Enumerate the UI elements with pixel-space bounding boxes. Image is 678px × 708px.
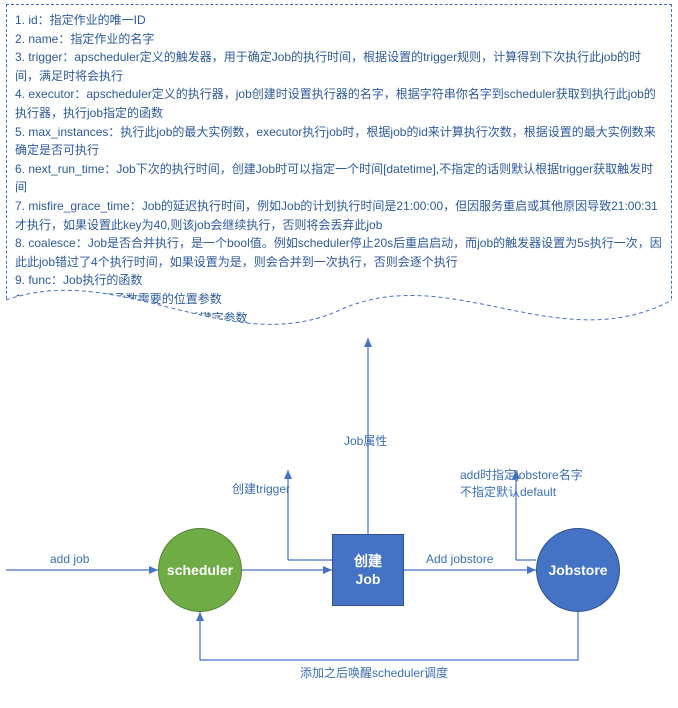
doc-line: 11. kwargs：Job执行函数需要的关键字参数 — [15, 309, 663, 328]
edge-label-jobstore-name-l2: 不指定默认default — [460, 485, 556, 499]
doc-line: 4. executor：apscheduler定义的执行器，job创建时设置执行… — [15, 85, 663, 122]
create-job-label-line2: Job — [356, 571, 381, 587]
doc-line: 8. coalesce：Job是否合并执行，是一个bool值。例如schedul… — [15, 234, 663, 271]
doc-line: 1. id：指定作业的唯一ID — [15, 11, 663, 30]
document-text: 1. id：指定作业的唯一ID 2. name：指定作业的名字 3. trigg… — [15, 11, 663, 327]
create-job-label: 创建 Job — [354, 552, 382, 588]
edge-label-jobstore-name: add时指定jobstore名字 不指定默认default — [460, 466, 640, 500]
doc-line: 5. max_instances：执行此job的最大实例数，executor执行… — [15, 123, 663, 160]
doc-line: 6. next_run_time：Job下次的执行时间，创建Job时可以指定一个… — [15, 160, 663, 197]
edge-label-create-trigger: 创建trigger — [232, 480, 290, 497]
scheduler-label: scheduler — [167, 562, 233, 578]
doc-line: 9. func：Job执行的函数 — [15, 271, 663, 290]
edge-label-job-attr: Job属性 — [344, 432, 387, 449]
document-panel: 1. id：指定作业的唯一ID 2. name：指定作业的名字 3. trigg… — [6, 4, 672, 334]
edge-label-add-job: add job — [50, 552, 89, 566]
create-job-label-line1: 创建 — [354, 553, 382, 569]
edge-label-add-jobstore: Add jobstore — [426, 552, 493, 566]
doc-line: 10. args：Job执行函数需要的位置参数 — [15, 290, 663, 309]
jobstore-node: Jobstore — [536, 528, 620, 612]
edge-label-jobstore-name-l1: add时指定jobstore名字 — [460, 468, 583, 482]
jobstore-label: Jobstore — [548, 562, 607, 578]
scheduler-node: scheduler — [158, 528, 242, 612]
doc-line: 7. misfire_grace_time：Job的延迟执行时间，例如Job的计… — [15, 197, 663, 234]
doc-line: 3. trigger：apscheduler定义的触发器，用于确定Job的执行时… — [15, 48, 663, 85]
create-job-node: 创建 Job — [332, 534, 404, 606]
doc-line: 2. name：指定作业的名字 — [15, 30, 663, 49]
edge-label-wake-scheduler: 添加之后唤醒scheduler调度 — [300, 664, 448, 681]
